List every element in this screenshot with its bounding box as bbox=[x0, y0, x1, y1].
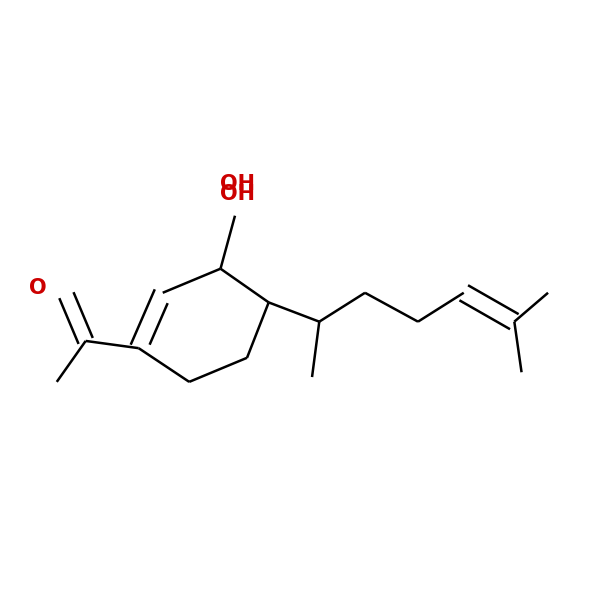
Text: O: O bbox=[29, 278, 46, 298]
Text: OH: OH bbox=[220, 184, 255, 204]
Text: OH: OH bbox=[220, 174, 255, 194]
